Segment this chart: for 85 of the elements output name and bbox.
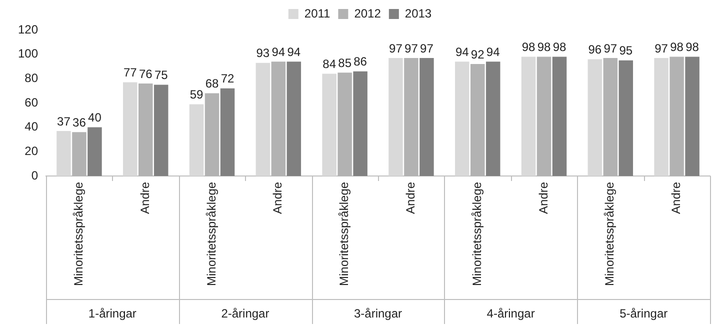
bar <box>353 71 368 176</box>
text: 2-åringar <box>221 306 270 320</box>
bar <box>670 56 684 176</box>
text: 3-åringar <box>354 306 402 320</box>
data-label: 98 <box>552 40 566 54</box>
text: 4-åringar <box>486 306 535 320</box>
bar <box>88 127 102 176</box>
y-tick-label: 100 <box>18 46 38 61</box>
text: 5-åringar <box>620 306 668 320</box>
bar <box>338 72 352 176</box>
data-label: 77 <box>123 66 138 80</box>
legend-label: 2013 <box>404 6 432 20</box>
data-label: 75 <box>154 68 168 82</box>
bar <box>72 132 86 176</box>
bar <box>220 88 235 176</box>
bar <box>271 62 286 176</box>
bar <box>256 62 270 176</box>
bar <box>454 62 470 176</box>
data-label: 95 <box>619 44 633 58</box>
data-label: 94 <box>486 44 500 59</box>
data-label: 97 <box>654 41 668 56</box>
bar <box>654 58 668 176</box>
bar <box>138 84 153 176</box>
data-label: 84 <box>322 57 336 72</box>
bar <box>618 60 634 176</box>
data-label: 72 <box>220 72 235 86</box>
data-label: 98 <box>522 40 536 54</box>
text: 1-åringar <box>88 306 136 320</box>
bar <box>204 93 220 176</box>
bar <box>286 62 302 176</box>
bar <box>588 59 602 176</box>
x-tick-label: Minoritetsspråklege <box>204 182 218 286</box>
bar <box>56 130 71 176</box>
data-label: 97 <box>389 41 403 56</box>
y-tick-label: 40 <box>24 120 38 134</box>
bar <box>388 58 403 176</box>
bar <box>685 56 700 176</box>
data-label: 96 <box>588 42 602 57</box>
bar <box>552 56 567 176</box>
data-label: 36 <box>72 115 86 130</box>
y-tick-label: 80 <box>24 70 38 85</box>
y-tick-label: 120 <box>18 22 38 36</box>
data-label: 94 <box>287 44 301 59</box>
bar <box>420 58 434 176</box>
legend-label: 2011 <box>304 6 331 20</box>
bar <box>603 58 618 176</box>
data-label: 97 <box>420 41 434 56</box>
data-label: 94 <box>455 44 470 59</box>
bar <box>470 64 485 176</box>
bar <box>322 74 336 176</box>
x-tick-label: Andre <box>270 182 285 214</box>
bar <box>404 58 418 176</box>
y-tick-label: 20 <box>24 144 38 158</box>
bar <box>486 62 500 176</box>
data-label: 98 <box>670 40 684 54</box>
x-tick-label: Minoritetsspråklege <box>602 182 617 286</box>
data-label: 98 <box>686 40 700 54</box>
data-label: 86 <box>354 54 368 69</box>
data-label: 92 <box>470 47 485 62</box>
x-tick-label: Andre <box>669 182 684 214</box>
bar <box>123 82 138 176</box>
data-label: 59 <box>190 88 204 102</box>
data-label: 98 <box>537 40 551 54</box>
data-label: 85 <box>338 56 352 70</box>
bar <box>189 104 204 176</box>
data-label: 93 <box>256 46 270 60</box>
data-label: 37 <box>57 114 71 128</box>
x-tick-label: Minoritetsspråklege <box>470 182 484 286</box>
x-tick-label: Andre <box>404 182 418 214</box>
data-label: 76 <box>138 66 153 81</box>
data-label: 97 <box>604 41 618 56</box>
bar <box>154 84 168 176</box>
data-label: 94 <box>272 44 286 59</box>
x-tick-label: Minoritetsspråklege <box>72 182 86 286</box>
x-tick-label: Andre <box>138 182 152 214</box>
data-label: 97 <box>404 41 418 56</box>
data-label: 40 <box>88 110 102 125</box>
x-tick-label: Andre <box>536 182 550 214</box>
bar <box>536 56 552 176</box>
data-label: 68 <box>205 76 220 91</box>
bar <box>521 56 536 176</box>
legend-label: 2012 <box>354 6 382 20</box>
x-tick-label: Minoritetsspråklege <box>337 182 352 286</box>
y-tick-label: 60 <box>24 95 38 110</box>
y-tick-label: 0 <box>31 168 38 182</box>
